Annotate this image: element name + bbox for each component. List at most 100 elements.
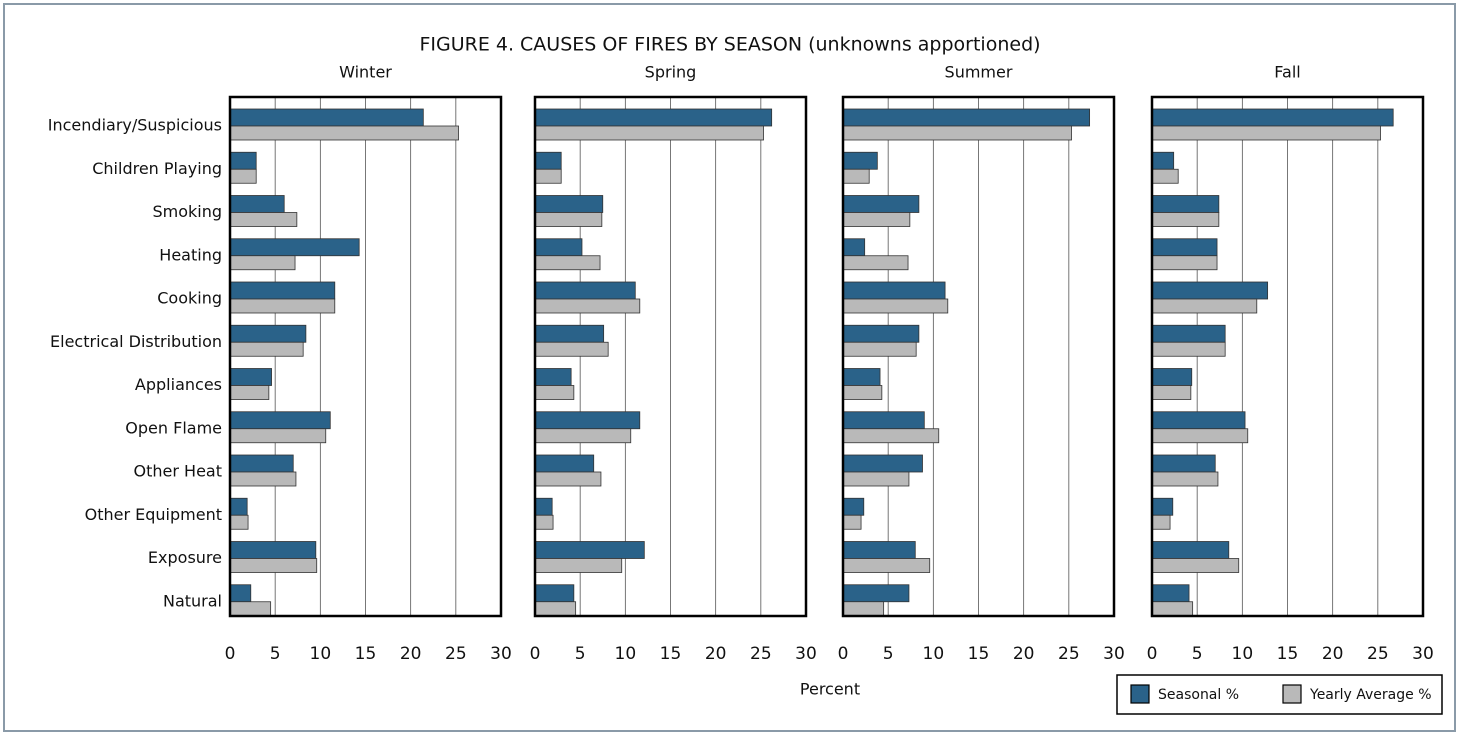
x-tick-label: 25: [750, 644, 772, 664]
category-label: Other Heat: [134, 462, 222, 481]
bar: [1151, 497, 1174, 516]
panel-title: Summer: [945, 63, 1013, 82]
bar: [1151, 238, 1218, 257]
legend-label: Seasonal %: [1158, 687, 1239, 703]
bar: [842, 212, 911, 227]
bar: [229, 108, 424, 127]
x-tick-label: 20: [1013, 644, 1035, 664]
bar: [229, 584, 252, 603]
x-tick-label: 5: [270, 644, 281, 664]
plot-border: [228, 95, 503, 618]
category-label: Children Playing: [92, 159, 222, 178]
bar: [842, 151, 878, 170]
bar: [229, 428, 327, 444]
category-label: Electrical Distribution: [50, 332, 222, 351]
bar: [1151, 385, 1192, 400]
bar: [229, 471, 297, 487]
bar: [1151, 341, 1226, 357]
x-tick-label: 30: [795, 644, 817, 664]
x-tick-label: 20: [400, 644, 422, 664]
bar: [1151, 298, 1258, 314]
bar: [842, 238, 866, 257]
bar: [229, 497, 248, 516]
legend-swatch: [1282, 684, 1302, 704]
x-tick-label: 0: [1147, 644, 1158, 664]
bar: [1151, 195, 1220, 213]
bar: [534, 212, 603, 227]
bar: [534, 341, 609, 357]
bar: [1151, 125, 1381, 141]
bar: [229, 281, 336, 300]
plot-border: [841, 95, 1116, 618]
bar: [1151, 514, 1171, 530]
bar: [229, 324, 307, 343]
x-tick-label: 5: [1192, 644, 1203, 664]
x-tick-label: 5: [575, 644, 586, 664]
panel-title: Winter: [339, 63, 392, 82]
bar: [842, 471, 910, 487]
bar: [842, 281, 946, 300]
x-tick-label: 30: [1412, 644, 1434, 664]
bar: [842, 368, 881, 386]
bar: [534, 281, 636, 300]
legend-box: [1116, 674, 1443, 715]
x-tick-label: 20: [1322, 644, 1344, 664]
legend-swatch: [1130, 684, 1150, 704]
bar: [1151, 368, 1193, 386]
x-tick-label: 0: [225, 644, 236, 664]
bar: [842, 428, 940, 444]
bar: [534, 151, 562, 170]
bar: [229, 298, 336, 314]
bar: [842, 584, 910, 603]
bar: [534, 514, 554, 530]
bar: [229, 212, 298, 227]
category-label: Open Flame: [125, 418, 222, 437]
bar: [842, 255, 909, 271]
x-tick-label: 15: [968, 644, 990, 664]
bar: [534, 584, 575, 603]
bar: [534, 298, 641, 314]
x-tick-label: 30: [490, 644, 512, 664]
bar: [534, 195, 604, 213]
bar: [842, 601, 885, 617]
chart-title: FIGURE 4. CAUSES OF FIRES BY SEASON (unk…: [419, 34, 1040, 56]
x-tick-label: 15: [355, 644, 377, 664]
x-tick-label: 10: [1232, 644, 1254, 664]
bar: [534, 411, 641, 430]
bar: [842, 108, 1091, 127]
category-label: Exposure: [148, 548, 222, 567]
bar: [1151, 281, 1269, 300]
bar: [534, 368, 572, 386]
bar: [229, 151, 257, 170]
bar: [534, 428, 632, 444]
bar: [1151, 471, 1219, 487]
panel-title: Fall: [1274, 63, 1300, 82]
bar: [534, 541, 645, 559]
x-tick-label: 25: [445, 644, 467, 664]
bar: [534, 454, 595, 473]
x-tick-label: 25: [1058, 644, 1080, 664]
category-label: Smoking: [152, 202, 222, 221]
plot-border: [1150, 95, 1425, 618]
bar: [534, 255, 601, 271]
bar: [842, 454, 923, 473]
bar: [842, 125, 1072, 141]
bar: [842, 168, 870, 184]
bar: [842, 558, 931, 573]
x-tick-label: 5: [883, 644, 894, 664]
bar: [1151, 411, 1246, 430]
bar: [229, 125, 459, 141]
bar: [534, 238, 583, 257]
bar: [534, 558, 623, 573]
bar: [842, 514, 862, 530]
bar: [534, 168, 562, 184]
x-tick-label: 10: [923, 644, 945, 664]
bar: [534, 385, 575, 400]
bar: [1151, 324, 1226, 343]
bar: [229, 368, 272, 386]
x-tick-label: 30: [1103, 644, 1125, 664]
legend-label: Yearly Average %: [1309, 687, 1432, 703]
bar: [534, 471, 602, 487]
